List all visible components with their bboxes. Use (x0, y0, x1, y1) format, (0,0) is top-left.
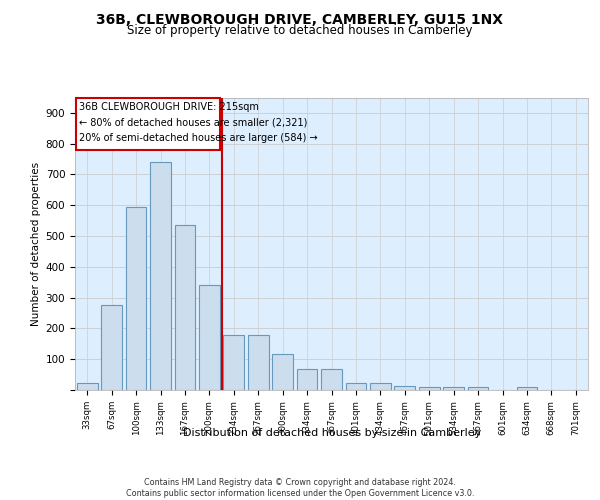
Bar (321, 369, 342, 390)
Bar (296, 369, 317, 390)
FancyBboxPatch shape (76, 98, 220, 150)
Bar (346, 383, 367, 390)
Y-axis label: Number of detached properties: Number of detached properties (31, 162, 41, 326)
Bar (370, 383, 391, 390)
Bar (199, 286, 220, 390)
Bar (248, 335, 269, 390)
Text: Contains HM Land Registry data © Crown copyright and database right 2024.
Contai: Contains HM Land Registry data © Crown c… (126, 478, 474, 498)
Bar (175, 226, 196, 390)
Bar (77, 383, 98, 390)
Bar (150, 162, 171, 390)
Bar (223, 335, 244, 390)
Bar (467, 387, 488, 390)
Bar (272, 354, 293, 390)
Text: Distribution of detached houses by size in Camberley: Distribution of detached houses by size … (182, 428, 481, 438)
Bar (394, 386, 415, 390)
Bar (443, 387, 464, 390)
Text: 36B CLEWBOROUGH DRIVE: 215sqm
← 80% of detached houses are smaller (2,321)
20% o: 36B CLEWBOROUGH DRIVE: 215sqm ← 80% of d… (79, 102, 317, 144)
Bar (125, 207, 146, 390)
Text: 36B, CLEWBOROUGH DRIVE, CAMBERLEY, GU15 1NX: 36B, CLEWBOROUGH DRIVE, CAMBERLEY, GU15 … (97, 12, 503, 26)
Bar (517, 387, 538, 390)
Bar (419, 387, 440, 390)
Text: Size of property relative to detached houses in Camberley: Size of property relative to detached ho… (127, 24, 473, 37)
Bar (101, 306, 122, 390)
